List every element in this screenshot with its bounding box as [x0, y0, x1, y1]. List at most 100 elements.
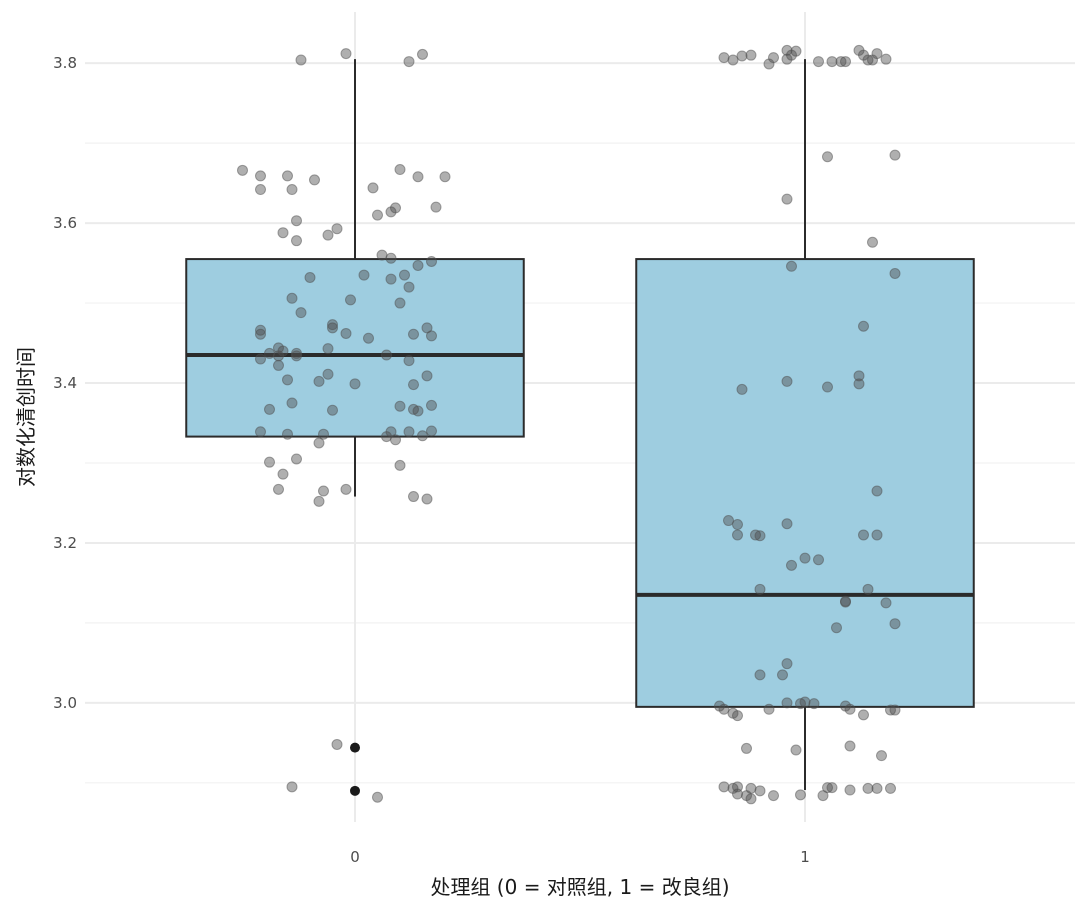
- box: [635, 258, 975, 708]
- data-point: [282, 428, 293, 440]
- data-point: [781, 53, 793, 65]
- x-axis-title: 处理组 (0 = 对照组, 1 = 改良组): [430, 875, 729, 899]
- data-point: [282, 374, 293, 386]
- data-point: [286, 781, 298, 793]
- data-point: [408, 379, 419, 391]
- data-point: [282, 170, 293, 182]
- data-point: [795, 698, 806, 710]
- data-point: [309, 174, 320, 186]
- data-point: [840, 596, 851, 608]
- data-point: [813, 56, 824, 68]
- data-point: [286, 292, 298, 304]
- data-point: [781, 375, 793, 387]
- data-point: [331, 223, 343, 235]
- data-point: [763, 58, 775, 70]
- data-point: [273, 350, 284, 362]
- data-point: [871, 782, 883, 794]
- data-point: [403, 56, 415, 68]
- data-point: [826, 56, 838, 68]
- data-point: [745, 782, 757, 794]
- jitter-points: [237, 44, 901, 805]
- data-point: [255, 170, 266, 182]
- data-point: [723, 515, 734, 527]
- data-point: [831, 622, 842, 634]
- data-point: [745, 793, 757, 805]
- data-point: [871, 485, 883, 497]
- data-point: [403, 426, 415, 438]
- data-point: [790, 744, 802, 756]
- data-point: [871, 529, 883, 541]
- data-point: [340, 483, 352, 495]
- data-point: [808, 698, 820, 710]
- data-point: [718, 781, 730, 793]
- x-tick-label: 1: [800, 848, 810, 866]
- data-point: [273, 483, 284, 495]
- y-tick-label: 3.0: [53, 694, 77, 712]
- data-point: [822, 151, 833, 163]
- data-point: [885, 782, 896, 794]
- data-point: [786, 559, 797, 571]
- data-point: [295, 307, 307, 319]
- data-point: [880, 597, 892, 609]
- data-point: [295, 54, 307, 66]
- data-point: [363, 332, 374, 344]
- y-tick-label: 3.8: [53, 54, 77, 72]
- data-point: [313, 375, 325, 387]
- data-point: [768, 790, 779, 802]
- data-point: [844, 740, 856, 752]
- data-point: [304, 271, 316, 283]
- data-point: [291, 215, 302, 227]
- data-point: [277, 468, 289, 480]
- data-point: [264, 403, 275, 415]
- data-point: [844, 784, 856, 796]
- data-point: [255, 353, 266, 365]
- data-point: [727, 54, 739, 66]
- data-point: [822, 381, 833, 393]
- data-point: [889, 267, 901, 279]
- data-point: [381, 349, 392, 361]
- data-point: [340, 327, 352, 339]
- data-point: [745, 49, 757, 61]
- data-point: [786, 260, 797, 272]
- data-point: [732, 529, 743, 541]
- data-point: [781, 658, 793, 670]
- data-point: [318, 485, 329, 497]
- data-point: [264, 347, 275, 359]
- data-point: [327, 322, 338, 334]
- data-point: [313, 437, 325, 449]
- data-point: [889, 618, 901, 630]
- data-point: [385, 206, 397, 218]
- data-point: [754, 583, 766, 595]
- data-point: [741, 742, 752, 754]
- x-tick-label: 0: [350, 848, 360, 866]
- data-point: [318, 428, 329, 440]
- data-point: [858, 709, 869, 721]
- data-point: [255, 324, 266, 336]
- data-point: [862, 583, 874, 595]
- data-point: [291, 350, 302, 362]
- data-point: [862, 782, 874, 794]
- data-point: [349, 378, 361, 390]
- y-axis-title: 对数化清创时间: [14, 347, 38, 487]
- data-point: [273, 359, 284, 371]
- y-tick-label: 3.4: [53, 374, 77, 392]
- data-point: [754, 669, 766, 681]
- tick-labels: 3.0 3.2 3.4 3.6 3.8 0 1: [53, 54, 810, 866]
- data-point: [385, 252, 397, 264]
- data-point: [286, 184, 298, 196]
- outlier-point: [350, 785, 360, 796]
- data-point: [403, 355, 415, 367]
- data-point: [313, 495, 325, 507]
- data-point: [394, 459, 406, 471]
- data-point: [889, 704, 901, 716]
- data-point: [412, 405, 424, 417]
- data-point: [291, 453, 302, 465]
- data-point: [736, 383, 748, 395]
- data-point: [255, 184, 266, 196]
- data-point: [417, 430, 428, 442]
- box: [185, 258, 525, 438]
- data-point: [381, 431, 392, 443]
- data-point: [390, 434, 401, 446]
- data-point: [781, 697, 793, 709]
